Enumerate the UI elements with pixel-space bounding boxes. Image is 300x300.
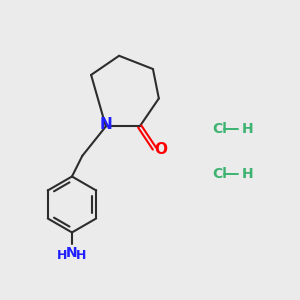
Text: Cl: Cl	[212, 122, 227, 136]
Text: H: H	[57, 249, 68, 262]
Text: O: O	[154, 142, 167, 158]
Text: N: N	[66, 246, 78, 260]
Text: Cl: Cl	[212, 167, 227, 181]
Text: N: N	[100, 117, 112, 132]
Text: H: H	[76, 249, 87, 262]
Text: H: H	[242, 122, 253, 136]
Text: H: H	[242, 167, 253, 181]
